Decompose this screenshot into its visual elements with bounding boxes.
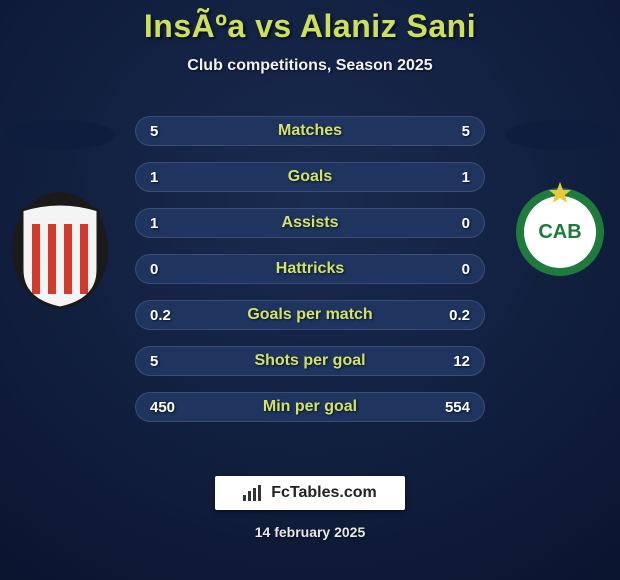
stat-label: Assists [282,214,339,232]
stat-left-value: 450 [150,399,175,416]
stat-right-value: 1 [462,169,470,186]
stat-label: Goals per match [247,306,372,324]
stat-row: 0 Hattricks 0 [135,254,485,284]
stat-label: Min per goal [263,398,357,416]
stat-left-value: 1 [150,169,158,186]
brand-chart-icon [243,485,263,501]
footer: FcTables.com 14 february 2025 [0,476,620,540]
date-line: 14 february 2025 [255,524,366,540]
stat-label: Hattricks [276,260,344,278]
stat-left-value: 0 [150,261,158,278]
brand-badge: FcTables.com [215,476,405,510]
stat-label: Goals [288,168,332,186]
stat-right-value: 0 [462,215,470,232]
stat-right-value: 554 [445,399,470,416]
stat-left-value: 5 [150,123,158,140]
stat-row: 1 Assists 0 [135,208,485,238]
brand-text: FcTables.com [271,484,377,502]
stat-row: 5 Matches 5 [135,116,485,146]
stat-label: Matches [278,122,342,140]
stat-row: 450 Min per goal 554 [135,392,485,422]
page-subtitle: Club competitions, Season 2025 [187,57,432,75]
stat-right-value: 0.2 [449,307,470,324]
stat-row: 0.2 Goals per match 0.2 [135,300,485,330]
stats-list: 5 Matches 5 1 Goals 1 1 Assists 0 0 Hatt… [135,116,485,422]
stat-left-value: 5 [150,353,158,370]
stat-right-value: 5 [462,123,470,140]
stat-right-value: 0 [462,261,470,278]
stat-label: Shots per goal [254,352,365,370]
stat-left-value: 0.2 [150,307,171,324]
stat-row: 5 Shots per goal 12 [135,346,485,376]
page-title: InsÃºa vs Alaniz Sani [144,8,476,45]
stats-area: 5 Matches 5 1 Goals 1 1 Assists 0 0 Hatt… [0,116,620,422]
stat-right-value: 12 [453,353,470,370]
stat-row: 1 Goals 1 [135,162,485,192]
stat-left-value: 1 [150,215,158,232]
